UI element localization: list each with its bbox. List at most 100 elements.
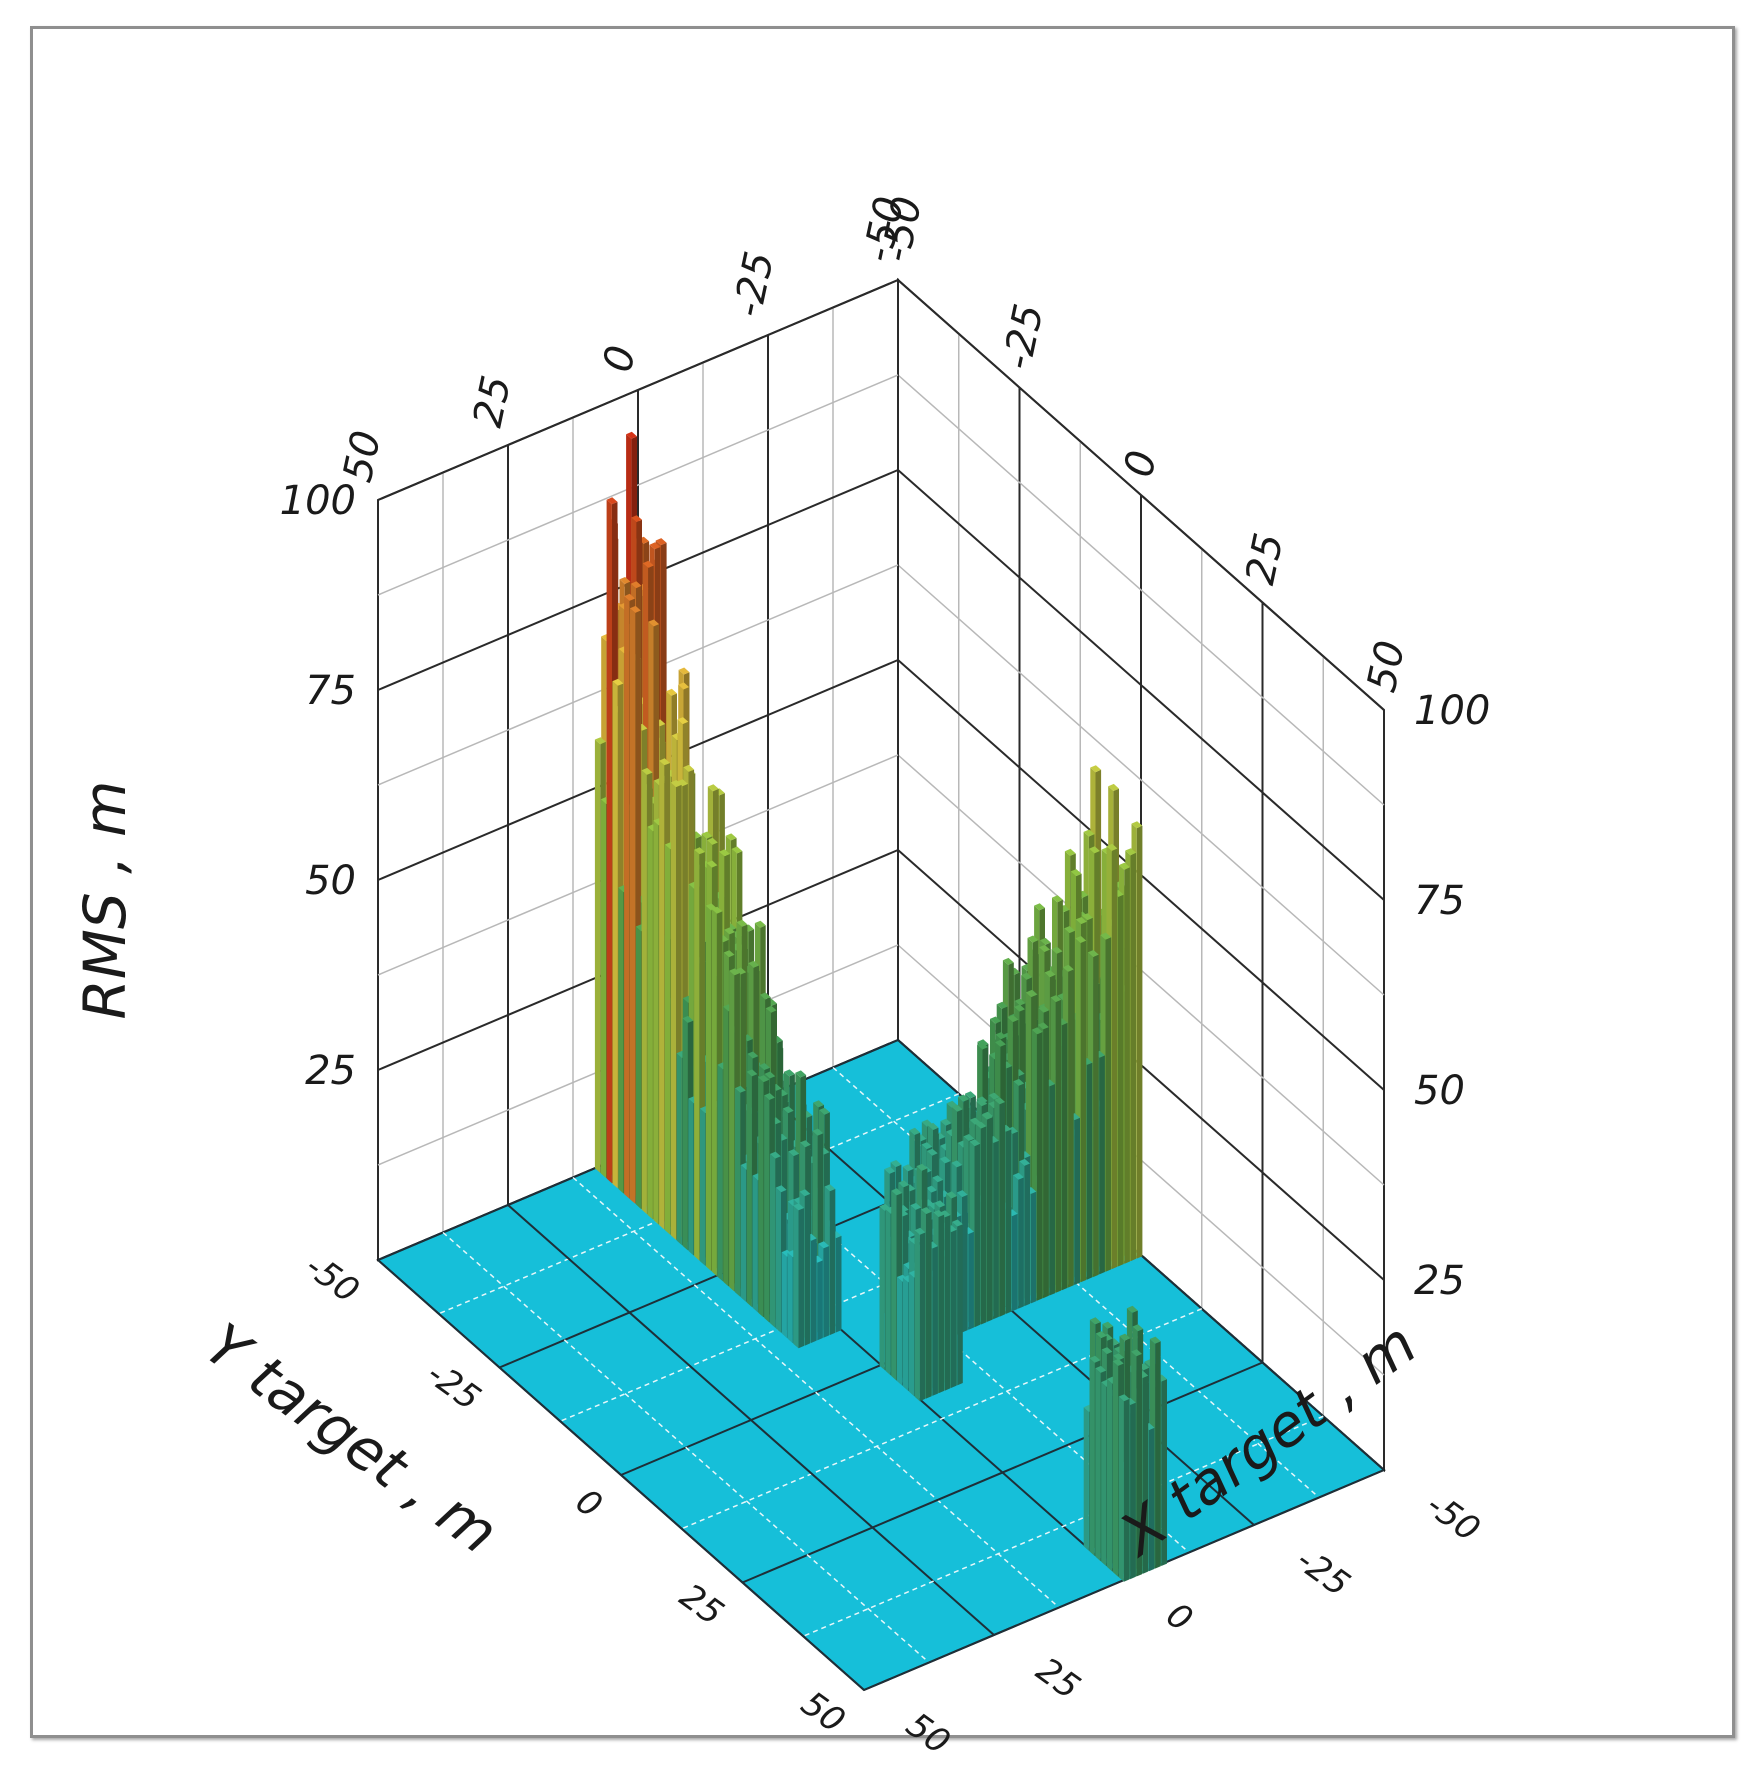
bar-face — [1155, 1341, 1161, 1569]
bar-face — [798, 1208, 805, 1349]
bar-top — [725, 833, 737, 841]
bar-top — [1025, 990, 1037, 998]
z-tick-right: 100 — [1414, 688, 1490, 734]
bar-top — [758, 1075, 770, 1083]
bar-top — [1031, 1027, 1043, 1035]
bar-top — [764, 1093, 775, 1100]
bar-face — [1130, 852, 1137, 1262]
bar-top — [1102, 1321, 1114, 1329]
x-tick-floor: -50 — [298, 1246, 366, 1311]
bar-face — [1024, 1163, 1030, 1307]
bar-top — [1113, 1353, 1125, 1361]
x-tick-floor: 25 — [672, 1576, 731, 1634]
bar-face — [1130, 1402, 1136, 1580]
bar-face — [758, 1077, 764, 1318]
bar-top — [1034, 903, 1045, 911]
bar-face — [1093, 954, 1099, 1278]
bar-face — [752, 1175, 758, 1313]
bar-face — [944, 1215, 951, 1391]
bar-top — [1064, 926, 1075, 934]
y-wall-zline — [377, 374, 899, 596]
bar-top — [736, 919, 748, 927]
bar-top — [995, 1032, 1007, 1040]
bar-top — [1075, 917, 1087, 925]
bar-face — [902, 1277, 909, 1391]
bar-top — [746, 1069, 758, 1077]
data-bar — [793, 1203, 805, 1349]
bar-top — [910, 1202, 922, 1210]
bar-face — [817, 1260, 823, 1341]
bar-face — [781, 1252, 787, 1338]
bar-face — [1123, 1398, 1130, 1582]
bar-face — [734, 1088, 741, 1297]
y-tick-floor: -50 — [1419, 1485, 1487, 1550]
bar-face — [1142, 1375, 1149, 1574]
bar-top — [769, 1151, 781, 1159]
bar-face — [1036, 1032, 1043, 1301]
bar-top — [1087, 950, 1099, 957]
bar-top — [1014, 1004, 1025, 1012]
bar-top — [996, 1001, 1008, 1009]
bar-top — [619, 577, 631, 584]
bar-top — [799, 1189, 811, 1197]
bar-face — [769, 1154, 776, 1328]
bar-top — [1082, 913, 1093, 921]
z-tick-left: 25 — [305, 1048, 356, 1094]
floor-gridline-x — [742, 1361, 1263, 1584]
bar-top — [921, 1142, 933, 1150]
bar-face — [670, 782, 676, 1240]
bar-top — [1108, 783, 1119, 791]
data-bar — [1118, 1394, 1130, 1582]
bar-top — [940, 1118, 952, 1126]
bar-top — [1044, 970, 1056, 978]
bar-top — [1037, 1022, 1049, 1030]
bar-face — [1148, 1427, 1155, 1572]
data-bar — [914, 1227, 926, 1402]
bar-face — [1043, 1027, 1049, 1299]
floor-gridline-y — [442, 1231, 930, 1664]
bar-top — [606, 497, 618, 505]
bar-face — [1080, 940, 1087, 1283]
bar-top — [914, 1227, 926, 1235]
bar-top — [981, 1112, 993, 1120]
y-tick-top: 25 — [465, 372, 521, 431]
bar-top — [926, 1185, 937, 1193]
bar-top — [946, 1191, 957, 1199]
bar-face — [746, 1071, 752, 1307]
bar-top — [1014, 998, 1026, 1006]
z-axis-title: RMS , m — [71, 781, 139, 1020]
bar-face — [1118, 1396, 1124, 1582]
bar-face — [729, 970, 735, 1292]
bar-face — [1086, 1062, 1093, 1280]
bar-top — [701, 831, 713, 839]
bar-top — [612, 678, 624, 686]
bar-top — [1126, 1305, 1138, 1313]
bar-top — [735, 967, 747, 975]
bar-face — [1074, 1117, 1080, 1285]
bar-top — [719, 849, 730, 857]
bar-face — [1112, 1361, 1119, 1577]
bar-top — [655, 538, 667, 546]
bar-face — [1107, 1379, 1113, 1572]
bar-top — [1062, 964, 1074, 972]
bar-top — [990, 1016, 1001, 1024]
bar-top — [1119, 1333, 1131, 1341]
bar-face — [1118, 894, 1124, 1267]
bar-top — [1089, 846, 1100, 854]
bar-top — [969, 1117, 981, 1125]
bar-top — [926, 1148, 938, 1156]
z-tick-left: 100 — [280, 478, 356, 524]
bar-top — [788, 1149, 800, 1157]
x-wall-zline — [897, 564, 1385, 996]
bar-face — [908, 1272, 914, 1397]
bar-top — [891, 1188, 903, 1196]
bar-face — [823, 1246, 830, 1338]
bar-top — [799, 1140, 811, 1148]
bar-face — [885, 1209, 891, 1376]
bar-face — [787, 1252, 793, 1344]
bar-face — [618, 887, 624, 1194]
bar-face — [1111, 848, 1118, 1270]
bar-top — [932, 1175, 944, 1183]
bar-top — [994, 1097, 1006, 1105]
bar-face — [1011, 1213, 1018, 1312]
